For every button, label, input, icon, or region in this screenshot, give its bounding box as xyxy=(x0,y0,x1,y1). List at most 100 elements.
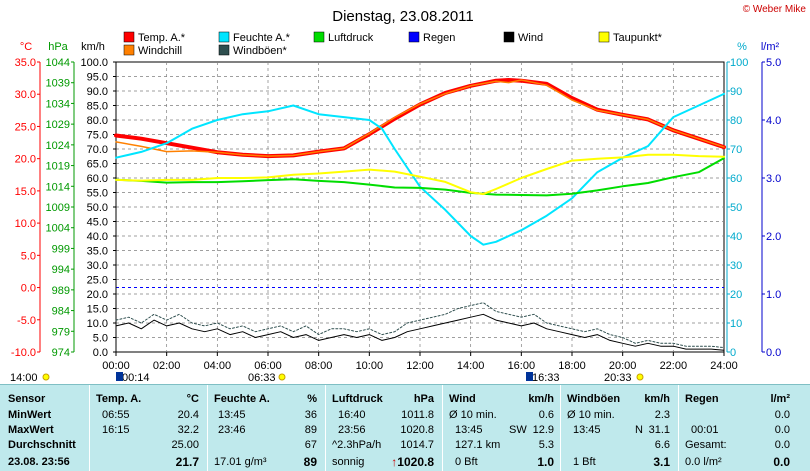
gust-avg-value: 6.6 xyxy=(654,439,670,451)
x-tick-label: 08:00 xyxy=(305,360,333,372)
sunrise-icon xyxy=(278,373,286,381)
tick-label-pressure: 1039 xyxy=(46,78,70,90)
tick-label-wind: 35.0 xyxy=(87,246,108,258)
x-tick-label: 00:00 xyxy=(102,360,130,372)
gust-column: Windböen km/h Ø 10 min. 2.3 13:45 N 31.1 6.… xyxy=(560,385,678,471)
wind-max-dir: SW xyxy=(509,424,527,436)
tick-label-wind: 80.0 xyxy=(87,115,108,127)
tick-label-pressure: 1029 xyxy=(46,119,70,131)
gust-current-value: 3.1 xyxy=(653,455,670,469)
legend-swatch-wind xyxy=(503,31,515,43)
tick-label-rain: 1.0 xyxy=(766,289,781,301)
temp-min-time: 06:55 xyxy=(102,409,130,421)
press-min-value: 1011.8 xyxy=(401,409,434,421)
axis-unit-humidity: % xyxy=(737,41,747,53)
sensor-column: Sensor MinWert MaxWert Durchschnitt 23.0… xyxy=(0,385,89,471)
tick-label-temp: -5.0 xyxy=(17,315,36,327)
legend-swatch-humidity xyxy=(218,31,230,43)
gust-bft: 1 Bft xyxy=(573,456,596,468)
hum-min-time: 13:45 xyxy=(218,409,246,421)
wind-max-time: 13:45 xyxy=(455,424,483,436)
tick-label-temp: 35.0 xyxy=(15,57,36,69)
tick-label-temp: 20.0 xyxy=(15,154,36,166)
legend-label-gust: Windböen* xyxy=(233,45,288,57)
x-tick-label: 24:00 xyxy=(710,360,738,372)
col-unit-temp: °C xyxy=(186,393,199,405)
moonrise-icon xyxy=(116,372,123,381)
wind-max-value: 12.9 xyxy=(532,424,554,436)
tick-label-rain: 4.0 xyxy=(766,115,781,127)
wind-current-value: 1.0 xyxy=(537,455,554,469)
tick-label-rain: 2.0 xyxy=(766,231,781,243)
x-tick-label: 02:00 xyxy=(153,360,181,372)
tick-label-wind: 45.0 xyxy=(87,217,108,229)
x-tick-label: 22:00 xyxy=(660,360,688,372)
press-max-value: 1020.8 xyxy=(400,424,434,436)
tick-label-humidity: 60 xyxy=(730,173,742,185)
sun-icon xyxy=(42,373,50,381)
temp-avg-value: 25.00 xyxy=(171,439,199,451)
tick-label-pressure: 1024 xyxy=(46,140,70,152)
marker-1633: 16:33 xyxy=(532,372,560,384)
legend-swatch-pressure xyxy=(313,31,325,43)
label-min: MinWert xyxy=(8,409,52,421)
tick-label-wind: 10.0 xyxy=(87,318,108,330)
tick-label-pressure: 1044 xyxy=(46,57,70,69)
press-current-value: ↑1020.8 xyxy=(391,455,434,469)
humidity-column: Feuchte A. % 13:45 36 23:46 89 67 17.01 g/… xyxy=(207,385,325,471)
legend-swatch-rain xyxy=(408,31,420,43)
tick-label-pressure: 979 xyxy=(52,326,70,338)
temp-min-value: 20.4 xyxy=(177,409,199,421)
x-tick-label: 18:00 xyxy=(558,360,586,372)
tick-label-temp: -10.0 xyxy=(11,347,36,359)
tick-label-temp: 25.0 xyxy=(15,121,36,133)
tick-label-humidity: 40 xyxy=(730,231,742,243)
copyright: © Weber Mike xyxy=(743,4,807,15)
axis-unit-wind: km/h xyxy=(81,41,105,53)
col-unit-gust: km/h xyxy=(644,393,670,405)
marker-2033: 20:33 xyxy=(604,372,632,384)
tick-label-wind: 60.0 xyxy=(87,173,108,185)
gust-avg-label: Ø 10 min. xyxy=(567,409,615,421)
rain-current-value: 0.0 xyxy=(773,455,790,469)
chart-title: Dienstag, 23.08.2011 xyxy=(332,8,474,25)
tick-label-wind: 85.0 xyxy=(87,101,108,113)
legend-swatch-gust xyxy=(218,44,230,56)
wind-avg-label: Ø 10 min. xyxy=(449,409,497,421)
legend-label-dewpoint: Taupunkt* xyxy=(613,32,663,44)
tick-label-wind: 0.0 xyxy=(93,347,108,359)
temp-max-time: 16:15 xyxy=(102,424,130,436)
tick-label-wind: 5.0 xyxy=(93,333,108,345)
col-unit-humidity: % xyxy=(307,393,317,405)
tick-label-humidity: 0 xyxy=(730,347,736,359)
tick-label-wind: 95.0 xyxy=(87,72,108,84)
rain-column: Regen l/m² 0.0 00:01 0.0 Gesamt: 0.0 0.0 l… xyxy=(678,385,810,471)
legend-label-rain: Regen xyxy=(423,32,455,44)
tick-label-pressure: 1004 xyxy=(46,223,70,235)
wind-distance: 127.1 km xyxy=(455,439,501,451)
press-max-time: 23:56 xyxy=(338,424,366,436)
tick-label-pressure: 994 xyxy=(52,264,70,276)
tick-label-wind: 15.0 xyxy=(87,304,108,316)
hum-min-value: 36 xyxy=(304,409,317,421)
x-tick-label: 12:00 xyxy=(406,360,434,372)
gust-avg10-value: 2.3 xyxy=(654,409,670,421)
rain-max-value: 0.0 xyxy=(774,424,790,436)
tick-label-wind: 40.0 xyxy=(87,231,108,243)
press-avg-value: 1014.7 xyxy=(400,439,434,451)
sunset-icon xyxy=(636,373,644,381)
hum-max-time: 23:46 xyxy=(218,424,246,436)
tick-label-pressure: 984 xyxy=(52,306,70,318)
col-title-temp: Temp. A. xyxy=(96,393,142,405)
x-tick-label: 16:00 xyxy=(508,360,536,372)
col-title-humidity: Feuchte A. xyxy=(214,393,270,405)
moonset-icon xyxy=(526,372,533,381)
pressure-column: Luftdruck hPa 16:40 1011.8 23:56 1020.8 ^2… xyxy=(325,385,442,471)
legend-swatch-dewpoint xyxy=(598,31,610,43)
tick-label-wind: 25.0 xyxy=(87,275,108,287)
gust-max-dir: N xyxy=(635,424,643,436)
axis-unit-rain: l/m² xyxy=(761,41,780,53)
tick-label-humidity: 100 xyxy=(730,57,748,69)
rain-max-time: 00:01 xyxy=(691,424,719,436)
series-wind xyxy=(115,313,725,351)
